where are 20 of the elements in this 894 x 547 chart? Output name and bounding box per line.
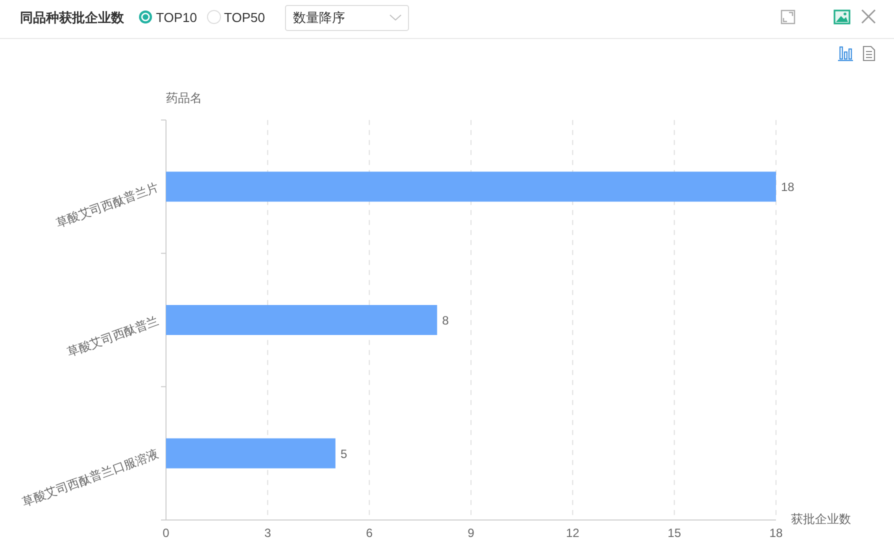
y-axis-title: 药品名 <box>166 91 202 105</box>
y-tick-label: 草酸艾司西酞普兰口服溶液 <box>20 446 160 510</box>
x-axis-title: 获批企业数 <box>791 512 851 526</box>
x-tick-label: 18 <box>769 526 783 540</box>
x-tick-label: 0 <box>162 526 170 540</box>
data-label: 18 <box>781 180 795 194</box>
bar <box>166 438 336 468</box>
bar <box>166 172 776 202</box>
x-tick-label: 9 <box>468 526 475 540</box>
y-tick-label: 草酸艾司西酞普兰 <box>65 313 160 360</box>
chart-title: 同品种获批企业数 <box>20 10 125 25</box>
y-tick-label: 草酸艾司西酞普兰片 <box>54 180 160 230</box>
x-tick-label: 3 <box>264 526 272 540</box>
x-tick-label: 6 <box>366 526 373 540</box>
data-label: 5 <box>340 446 348 461</box>
x-tick-label: 15 <box>668 526 682 540</box>
bar <box>166 305 438 335</box>
header: 同品种获批企业数 TOP10 TOP50 数量降序 <box>0 5 894 39</box>
x-tick-label: 12 <box>566 526 580 540</box>
data-label: 8 <box>442 314 450 328</box>
